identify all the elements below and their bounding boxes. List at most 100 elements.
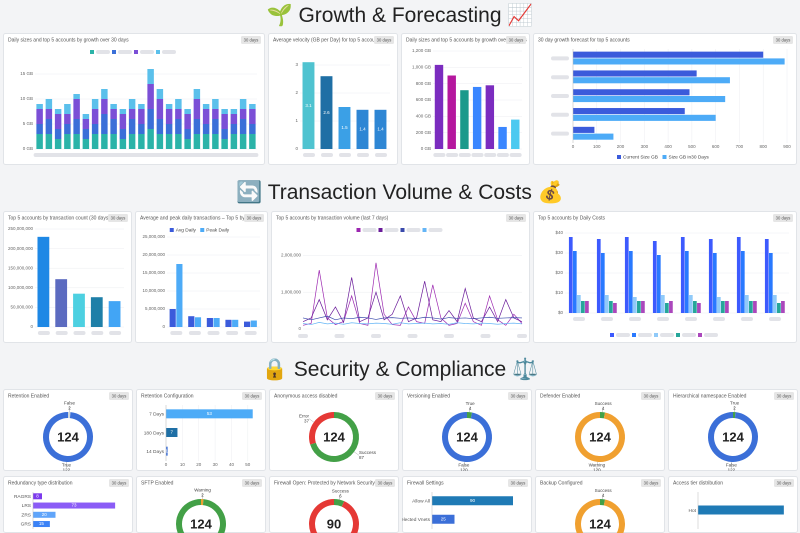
bar-value-label: 15: [39, 521, 45, 526]
bar: [244, 321, 251, 327]
y-tick-label: 180 Days: [144, 430, 165, 436]
bar: [33, 511, 56, 518]
redacted-label: [227, 153, 240, 157]
redacted-label: [109, 331, 122, 335]
bar: [206, 318, 213, 327]
x-tick-label: 500: [688, 144, 696, 149]
chart: Allow All 90 Selected Vnets 25: [402, 492, 513, 529]
panel-title: Average and peak daily transactions – To…: [140, 215, 249, 221]
y-tick-label: 0: [162, 324, 165, 329]
bar-segment: [64, 104, 71, 114]
redacted-label: [682, 333, 696, 337]
bar: [693, 301, 697, 313]
redacted-label: [480, 334, 491, 338]
bar: [573, 58, 785, 65]
panel: Redundancy type distribution 30 days RAGRS…: [3, 476, 133, 533]
panel-title: SFTP Enabled: [141, 480, 174, 486]
bar-segment: [36, 109, 43, 124]
panel: Top 5 accounts by Daily Costs 30 days $0 $1…: [533, 211, 797, 343]
redacted-label: [153, 153, 166, 157]
bar: [90, 297, 103, 327]
bar-segment: [184, 139, 191, 149]
badge-label: 30 days: [644, 480, 659, 485]
y-tick-label: 10,000,000: [142, 288, 165, 293]
label-leader: [602, 493, 604, 500]
donut-segment: [309, 412, 335, 445]
donut-total: 124: [589, 429, 611, 444]
panel: Access tier distribution 30 days Hot: [668, 476, 798, 533]
bar-segment: [138, 124, 145, 134]
segment-label: Warning: [194, 488, 211, 493]
y-tick-label: 2: [295, 90, 298, 95]
bar: [447, 75, 456, 149]
bar: [680, 237, 685, 313]
x-tick-label: 10: [180, 462, 186, 467]
redacted-label: [98, 153, 111, 157]
segment-label: True: [730, 401, 740, 406]
x-tick-label: 30: [213, 462, 219, 467]
segment-value: 2: [68, 406, 71, 411]
bar: [460, 90, 469, 149]
bar: [33, 521, 50, 528]
panel-title: 30 day growth forecast for top 5 account…: [538, 37, 630, 43]
panel-title: Daily sizes and top 5 accounts by growth…: [406, 37, 527, 43]
label-leader: [339, 493, 341, 500]
badge-label: 30 days: [245, 393, 260, 398]
legend-swatch: [610, 333, 614, 337]
y-tick-label: 0: [298, 326, 301, 331]
redacted-label: [79, 153, 92, 157]
bar: [188, 316, 195, 327]
bar-segment: [212, 109, 219, 119]
bar: [434, 64, 444, 149]
bar-segment: [64, 134, 71, 149]
badge-label: 30 days: [776, 215, 791, 220]
legend-swatch: [632, 333, 636, 337]
y-tick-label: 250,000,000: [8, 226, 34, 231]
bar-segment: [110, 104, 117, 109]
bar-value-label: 20: [42, 512, 48, 517]
redacted-label: [244, 331, 257, 335]
legend-swatch: [676, 333, 680, 337]
y-tick-label: LRS: [22, 503, 31, 509]
redacted-label: [428, 228, 443, 232]
y-tick-label: 7 Days: [149, 412, 165, 418]
bar: [573, 51, 764, 58]
bar: [585, 301, 589, 313]
bar-segment: [193, 99, 201, 119]
y-tick-label: GRS: [21, 522, 31, 528]
bar-segment: [230, 114, 238, 124]
bar: [108, 301, 121, 327]
y-tick-label: 800 GB: [416, 81, 431, 86]
panel-title: Retention Configuration: [141, 393, 194, 399]
bar: [688, 295, 693, 313]
bar: [225, 319, 232, 327]
y-tick-label: $40: [555, 230, 563, 235]
bar: [166, 446, 168, 456]
bar: [573, 133, 614, 140]
redacted-label: [207, 331, 220, 335]
bar: [573, 89, 690, 96]
legend-swatch: [112, 50, 116, 54]
segment-value: 122: [63, 468, 71, 471]
bar-segment: [91, 124, 99, 134]
badge: [241, 36, 261, 44]
badge-label: 30 days: [776, 37, 791, 42]
segment-label: Success: [359, 450, 377, 455]
panel-title: Firewall Open: Protected by Network Secu…: [274, 480, 387, 486]
panel-title: Redundancy type distribution: [8, 480, 73, 486]
redacted-label: [458, 153, 471, 157]
bar-segment: [54, 139, 62, 149]
redacted-label: [70, 153, 83, 157]
bar: [573, 96, 726, 103]
y-tick-label: 0: [30, 324, 33, 329]
bar-segment: [36, 104, 43, 109]
panel: Firewall Open: Protected by Network Secu…: [269, 476, 399, 533]
bar: [573, 108, 685, 115]
bar: [432, 514, 455, 524]
badge-label: 30 days: [245, 480, 260, 485]
chart: 0 1 2 3 3.1 2.6 1.5 1.4 1.4: [295, 62, 390, 157]
bar: [772, 295, 777, 313]
legend-swatch: [654, 333, 658, 337]
chart: 0 50,000,000 100,000,000 150,000,000 200,000…: [8, 226, 124, 335]
